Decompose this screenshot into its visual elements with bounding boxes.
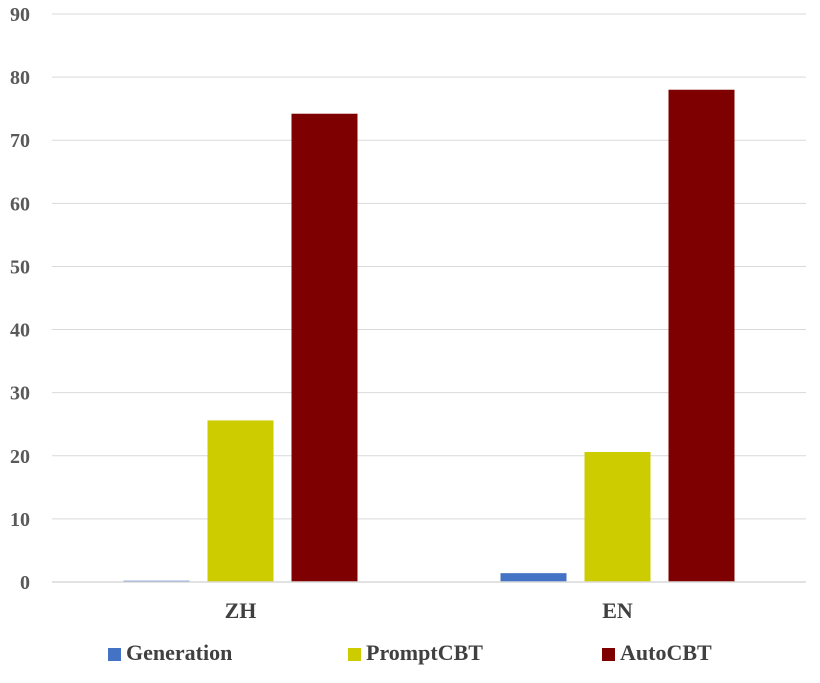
legend: Generation PromptCBT AutoCBT xyxy=(108,640,712,665)
y-tick-label: 70 xyxy=(10,130,30,152)
gridlines xyxy=(52,13,806,520)
x-category-label: EN xyxy=(602,598,633,623)
y-axis-ticks: 0 10 20 30 40 50 60 70 80 90 xyxy=(10,4,30,594)
legend-label-generation: Generation xyxy=(126,640,232,665)
legend-label-promptcbt: PromptCBT xyxy=(366,640,483,665)
y-tick-label: 20 xyxy=(10,446,30,468)
y-tick-label: 40 xyxy=(10,320,30,342)
y-tick-label: 0 xyxy=(20,572,30,594)
y-tick-label: 50 xyxy=(10,256,30,278)
legend-swatch-generation xyxy=(108,648,121,661)
bar-promptcbt-zh xyxy=(207,420,274,582)
bar-autocbt-zh xyxy=(291,113,358,583)
x-category-label: ZH xyxy=(225,598,257,623)
legend-swatch-autocbt xyxy=(602,648,615,661)
y-tick-label: 80 xyxy=(10,67,30,89)
legend-swatch-promptcbt xyxy=(348,648,361,661)
bars xyxy=(123,89,735,583)
y-tick-label: 30 xyxy=(10,383,30,405)
y-tick-label: 90 xyxy=(10,4,30,26)
y-tick-label: 10 xyxy=(10,509,30,531)
y-tick-label: 60 xyxy=(10,193,30,215)
legend-label-autocbt: AutoCBT xyxy=(620,640,712,665)
x-axis-categories: ZH EN xyxy=(225,598,633,623)
bar-generation-en xyxy=(500,573,567,582)
bar-promptcbt-en xyxy=(584,451,651,582)
bar-autocbt-en xyxy=(668,89,735,582)
